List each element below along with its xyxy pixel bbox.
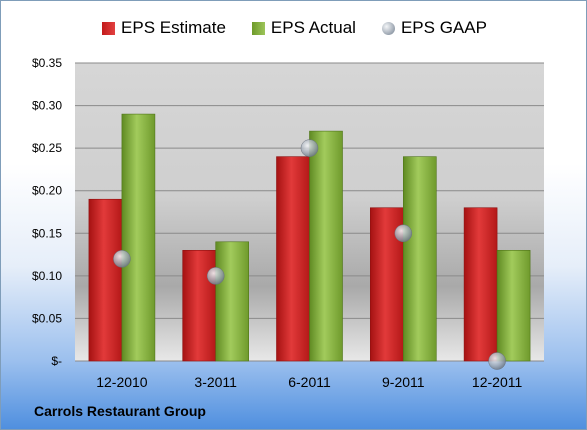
company-name: Carrols Restaurant Group bbox=[34, 403, 206, 419]
bar-actual bbox=[309, 130, 343, 362]
y-tick-label: $0.35 bbox=[32, 56, 62, 70]
y-tick-label: $0.20 bbox=[32, 184, 62, 198]
x-tick-label: 3-2011 bbox=[194, 374, 237, 390]
bar-estimate bbox=[463, 207, 498, 362]
legend-label-actual: EPS Actual bbox=[270, 18, 356, 37]
bar-estimate bbox=[88, 198, 123, 362]
y-tick-label: $0.30 bbox=[32, 99, 62, 113]
legend-swatch-estimate bbox=[102, 21, 116, 35]
marker-gaap bbox=[394, 224, 413, 243]
y-tick-label: $0.10 bbox=[32, 269, 62, 283]
bar-actual bbox=[215, 241, 249, 362]
bar-estimate bbox=[182, 250, 216, 362]
bar-actual bbox=[496, 250, 531, 362]
bar-actual bbox=[402, 156, 437, 362]
x-tick-label: 12-2010 bbox=[96, 374, 148, 390]
y-tick-label: $0.05 bbox=[32, 311, 62, 325]
legend-swatch-gaap bbox=[381, 21, 395, 35]
x-tick-label: 9-2011 bbox=[382, 374, 425, 390]
marker-gaap bbox=[300, 139, 319, 157]
marker-gaap bbox=[113, 250, 131, 268]
y-tick-label: $- bbox=[51, 354, 62, 368]
bar-estimate bbox=[276, 156, 310, 362]
y-tick-label: $0.25 bbox=[32, 141, 62, 155]
y-tick-label: $0.15 bbox=[32, 226, 62, 240]
x-tick-label: 6-2011 bbox=[288, 374, 331, 390]
marker-gaap bbox=[488, 352, 506, 370]
legend-label-gaap: EPS GAAP bbox=[400, 18, 487, 37]
legend: EPS Estimate EPS Actual EPS GAAP bbox=[1, 18, 586, 38]
x-tick-label: 12-2011 bbox=[472, 374, 523, 390]
legend-item-actual: EPS Actual bbox=[251, 18, 356, 38]
legend-label-estimate: EPS Estimate bbox=[121, 18, 226, 37]
bar-actual bbox=[121, 113, 156, 362]
legend-item-gaap: EPS GAAP bbox=[381, 18, 487, 38]
marker-gaap bbox=[206, 267, 225, 285]
legend-swatch-actual bbox=[251, 21, 265, 35]
legend-item-estimate: EPS Estimate bbox=[102, 18, 226, 38]
